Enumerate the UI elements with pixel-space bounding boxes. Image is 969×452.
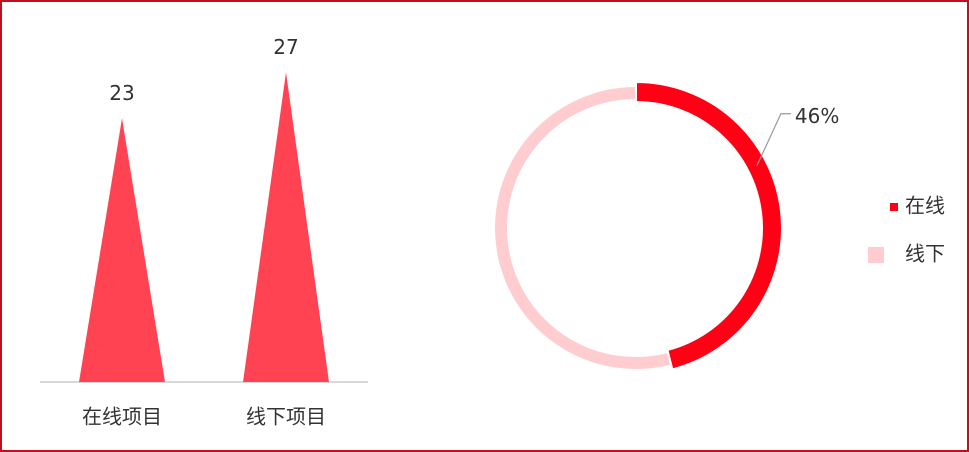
legend-swatch: [890, 203, 898, 211]
donut-slice: [493, 84, 673, 371]
label-line: [756, 113, 791, 166]
legend-label: 线下: [905, 242, 945, 266]
x-tick-label: 线下项目: [246, 405, 326, 429]
triangle-bar: [243, 72, 329, 383]
data-label: 27: [273, 35, 298, 59]
data-label: 46%: [795, 104, 839, 128]
legend-label: 在线: [905, 194, 945, 218]
x-tick-label: 在线项目: [82, 405, 162, 429]
legend-swatch: [868, 247, 884, 263]
data-label: 23: [109, 81, 134, 105]
donut-slice: [635, 80, 783, 371]
triangle-bar: [79, 118, 165, 383]
